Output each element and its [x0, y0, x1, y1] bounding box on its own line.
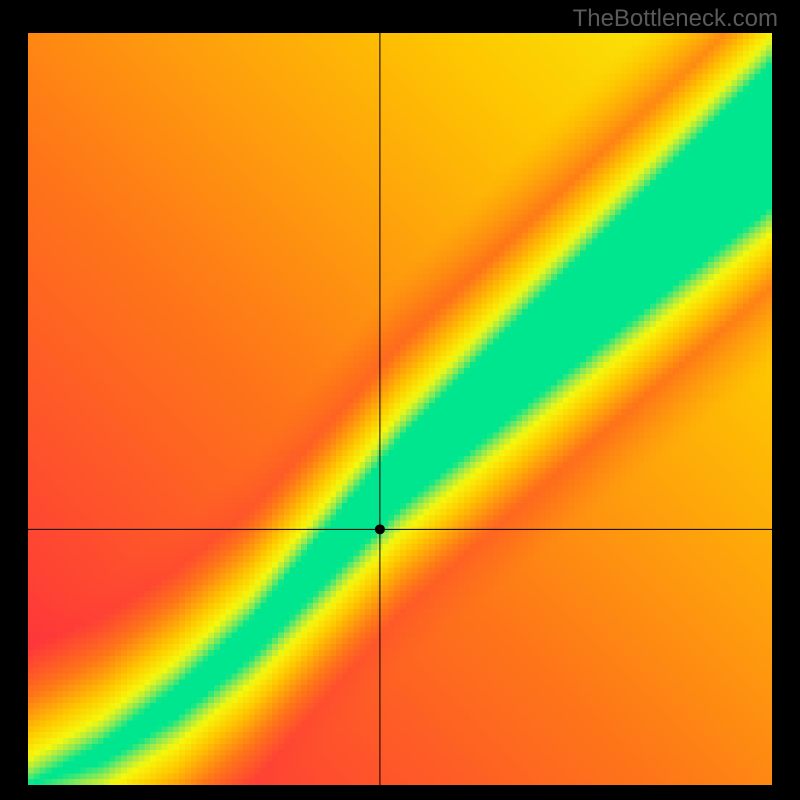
- chart-container: TheBottleneck.com: [0, 0, 800, 800]
- crosshair-marker: [375, 524, 385, 534]
- crosshair-overlay: [28, 33, 772, 785]
- watermark-text: TheBottleneck.com: [573, 5, 778, 33]
